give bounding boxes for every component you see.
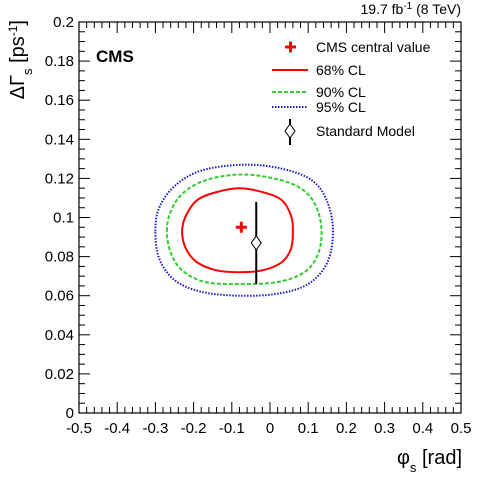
contour-90cl	[165, 173, 323, 286]
lumi-value: 19.7 fb	[361, 1, 404, 17]
y-tick-label: 0.12	[45, 170, 74, 187]
confidence-contours	[154, 163, 335, 297]
lumi-energy: (8 TeV)	[412, 1, 461, 17]
x-tick-label: 0.4	[412, 420, 433, 437]
x-tick-label: -0.2	[181, 420, 207, 437]
central-value-marker	[235, 221, 247, 233]
legend-entry-90cl: 90% CL	[272, 84, 366, 100]
legend-entry-sm: Standard Model	[284, 119, 415, 145]
x-tick-label: 0.5	[451, 420, 472, 437]
x-tick-label: -0.3	[142, 420, 168, 437]
y-tick-label: 0.04	[45, 327, 74, 344]
y-axis-unit-open: [ps	[7, 36, 29, 68]
y-tick-label: 0.14	[45, 131, 74, 148]
y-axis-symbol: ΔΓ	[7, 75, 29, 99]
y-axis-title: ΔΓs [ps-1]	[6, 20, 35, 99]
x-tick-label: -0.1	[219, 420, 245, 437]
x-tick-label: 0.3	[374, 420, 395, 437]
legend: CMS central value 68% CL 90% CL 95% CL S…	[272, 39, 431, 145]
x-axis-symbol: φ	[397, 447, 410, 469]
y-axis-superscript: -1	[6, 25, 20, 36]
legend-label-95cl: 95% CL	[316, 99, 366, 115]
x-axis-unit: [rad]	[416, 447, 462, 469]
luminosity-label: 19.7 fb-1 (8 TeV)	[361, 1, 462, 18]
y-tick-label: 0.2	[53, 14, 74, 31]
x-tick-label: 0.1	[298, 420, 319, 437]
experiment-label: CMS	[96, 47, 134, 66]
markers	[235, 201, 262, 284]
legend-label-68cl: 68% CL	[316, 62, 366, 78]
y-tick-label: 0.1	[53, 210, 74, 227]
legend-entry-68cl: 68% CL	[272, 62, 366, 78]
axis-ticks	[78, 21, 462, 414]
y-tick-label: 0.08	[45, 249, 74, 266]
contour-68cl	[181, 187, 294, 274]
y-tick-label: 0	[66, 405, 74, 422]
x-tick-label: -0.4	[104, 420, 130, 437]
legend-label-sm: Standard Model	[316, 123, 415, 139]
x-tick-label: -0.5	[66, 420, 92, 437]
contour-95cl	[154, 163, 335, 297]
legend-cross-icon	[285, 41, 296, 53]
legend-label-central: CMS central value	[316, 39, 431, 55]
y-tick-label: 0.02	[45, 366, 74, 383]
legend-diamond-icon	[284, 123, 296, 139]
sm-marker	[250, 235, 262, 251]
x-tick-label: 0	[266, 420, 274, 437]
y-tick-label: 0.16	[45, 92, 74, 109]
x-axis-title: φs [rad]	[397, 447, 462, 475]
x-tick-label: 0.2	[336, 420, 357, 437]
lumi-superscript: -1	[403, 1, 412, 12]
x-axis-subscript: s	[410, 460, 417, 475]
y-tick-label: 0.06	[45, 288, 74, 305]
legend-entry-central: CMS central value	[285, 39, 431, 55]
y-tick-label: 0.18	[45, 53, 74, 70]
plot-frame	[78, 21, 462, 414]
legend-label-90cl: 90% CL	[316, 84, 366, 100]
legend-entry-95cl: 95% CL	[272, 99, 366, 115]
y-axis-unit-close: ]	[7, 20, 29, 26]
y-axis-subscript: s	[20, 68, 35, 75]
